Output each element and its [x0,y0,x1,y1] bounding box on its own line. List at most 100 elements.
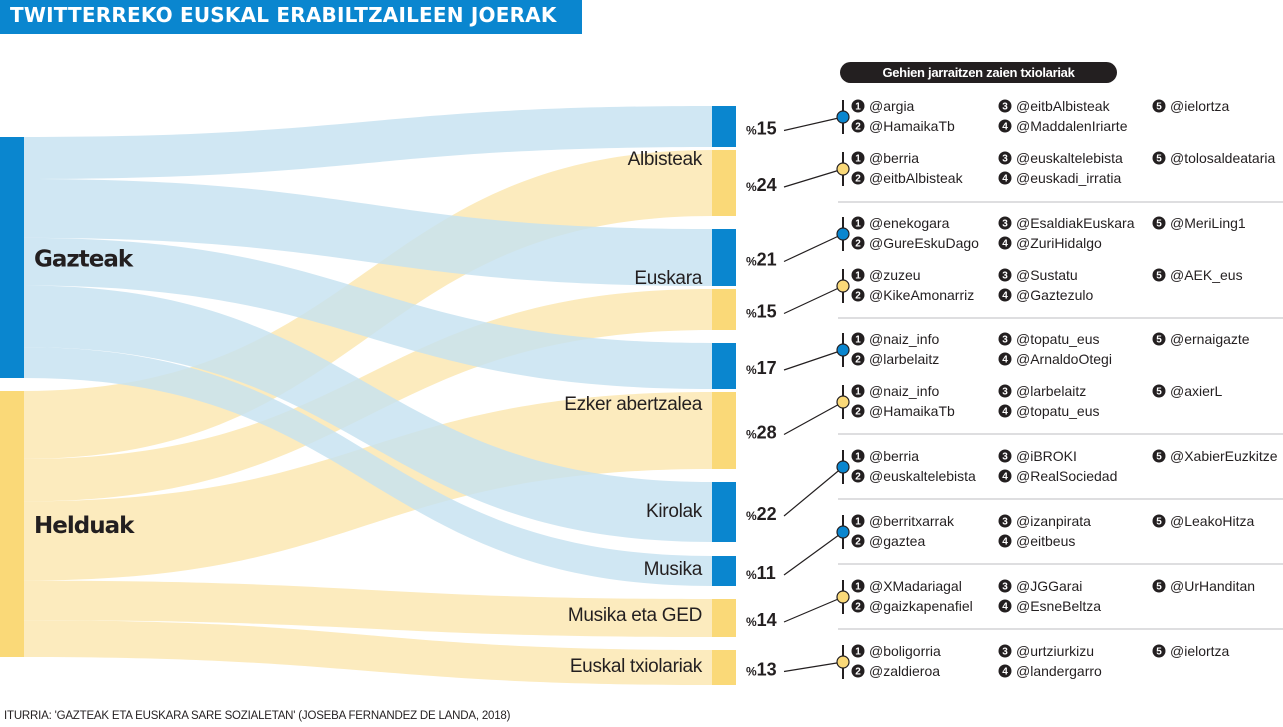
percent-musika-gazteak: %11 [746,563,776,583]
rank-number: 3 [1002,452,1008,463]
rank-number: 4 [1002,239,1008,250]
connector-line [783,168,844,188]
rank-number: 1 [855,335,861,346]
connector-line [783,466,844,517]
page-title: TWITTERREKO EUSKAL ERABILTZAILEEN JOERAK [10,3,557,27]
rank-number: 5 [1156,335,1162,346]
account-handle: @larbelaitz [869,351,939,367]
account-handle: @MaddalenIriarte [1016,118,1128,134]
percent-albisteak-gazteak: %15 [746,119,777,139]
rank-icon [1152,579,1166,593]
account-handle: @berria [869,150,919,166]
account-handle: @AEK_eus [1170,267,1243,283]
account-handle: @larbelaitz [1016,383,1086,399]
rank-number: 3 [1002,102,1008,113]
rank-icon [851,384,865,398]
account-handle: @EsaldiakEuskara [1016,215,1135,231]
marker-dot-helduak [836,395,850,409]
rank-number: 1 [855,271,861,282]
account-handle: @zuzeu [869,267,921,283]
flow-gazteak-albisteak [24,106,712,180]
topic-bar-albisteak-helduak [712,150,736,216]
marker-dot-helduak [836,279,850,293]
topic-label-kirolak: Kirolak [646,501,703,522]
flow-helduak-musika-eta-ged [24,580,712,637]
account-handle: @JGGarai [1016,578,1082,594]
account-handle: @argia [869,98,915,114]
topic-label-ezker-abertzalea: Ezker abertzalea [564,394,703,415]
connector-line [783,233,844,263]
account-handle: @XMadariagal [869,578,962,594]
rank-number: 3 [1002,219,1008,230]
rank-icon [851,288,865,302]
account-handle: @naiz_info [869,331,939,347]
rank-icon [998,119,1012,133]
account-handle: @gaizkapenafiel [869,598,973,614]
title-bar: TWITTERREKO EUSKAL ERABILTZAILEEN JOERAK [0,0,582,34]
account-handle: @topatu_eus [1016,403,1100,419]
flow-gazteak-kirolak [24,285,712,542]
topic-label-musika: Musika [644,559,703,580]
rank-number: 1 [855,102,861,113]
group-label-helduak: Helduak [34,513,135,539]
rank-icon [998,469,1012,483]
account-handle: @urtziurkizu [1016,643,1094,659]
rank-number: 4 [1002,407,1008,418]
account-handle: @boligorria [869,643,941,659]
rank-icon [1152,332,1166,346]
connector-line [783,661,844,673]
topic-bar-kirolak-gazteak [712,482,736,542]
marker-dot-gazteak [836,525,850,539]
rank-icon [998,151,1012,165]
topic-bar-ezker-abertzalea-helduak [712,392,736,469]
group-bar-helduak [0,391,24,657]
topic-bar-musika-gazteak [712,556,736,586]
topic-label-euskal-txiolariak: Euskal txiolariak [570,656,703,677]
rank-icon [851,579,865,593]
account-handle: @axierL [1170,383,1223,399]
accounts-layer: 1 @argia 2 @HamaikaTb 3 @eitbAlbisteak 4 @Madda… [783,98,1283,679]
topic-bar-euskara-gazteak [712,229,736,286]
account-handle: @Gaztezulo [1016,287,1093,303]
rank-icon [851,449,865,463]
marker-dot-gazteak [836,227,850,241]
labels-layer: Gazteak Helduak %15 %24 %21 %15 %17 %28 %22 %11 %1… [34,119,777,680]
account-handle: @EsneBeltza [1016,598,1101,614]
rank-icon [1152,268,1166,282]
rank-number: 4 [1002,122,1008,133]
rank-number: 2 [855,291,861,302]
rank-number: 2 [855,602,861,613]
account-handle: @euskaltelebista [869,468,976,484]
rank-icon [998,268,1012,282]
connector-line [783,285,844,315]
account-handle: @KikeAmonarriz [869,287,974,303]
rank-number: 3 [1002,387,1008,398]
connector-line [783,349,844,371]
rank-icon [998,644,1012,658]
rank-icon [851,216,865,230]
group-bar-gazteak [0,137,24,378]
rank-icon [851,664,865,678]
rank-number: 4 [1002,602,1008,613]
rank-icon [1152,514,1166,528]
rank-number: 2 [855,667,861,678]
rank-icon [998,404,1012,418]
rank-icon [998,236,1012,250]
account-handle: @euskadi_irratia [1016,170,1121,186]
rank-icon [851,151,865,165]
percent-kirolak-gazteak: %22 [746,504,777,524]
account-handle: @izanpirata [1016,513,1091,529]
source-note: ITURRIA: 'GAZTEAK ETA EUSKARA SARE SOZIA… [4,710,511,722]
flow-gazteak-musika [24,347,712,586]
rank-icon [998,664,1012,678]
account-handle: @landergarro [1016,663,1102,679]
rank-number: 5 [1156,582,1162,593]
marker-dot-gazteak [836,460,850,474]
rank-number: 4 [1002,174,1008,185]
rank-number: 4 [1002,472,1008,483]
account-handle: @MeriLing1 [1170,215,1246,231]
account-handle: @Sustatu [1016,267,1078,283]
rank-icon [998,352,1012,366]
rank-icon [1152,151,1166,165]
percent-euskara-gazteak: %21 [746,250,777,270]
